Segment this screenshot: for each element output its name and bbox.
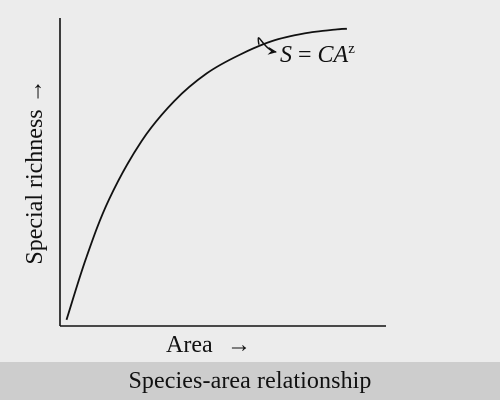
equation-ca: CA	[318, 42, 349, 68]
equation-s: S	[280, 42, 292, 68]
chart-title: Species-area relationship	[128, 367, 372, 394]
y-axis-label: Special richness →	[22, 79, 48, 264]
y-axis-arrow: →	[22, 79, 48, 103]
species-area-curve	[65, 27, 347, 321]
y-axis-label-text: Special richness	[22, 109, 48, 264]
caption-bar: Species-area relationship	[0, 362, 500, 400]
equation-equals: =	[292, 42, 318, 68]
equation-exponent: z	[348, 41, 355, 57]
x-axis-label-group: Area →	[166, 332, 251, 358]
annotation-arrow	[257, 37, 277, 55]
equation-label: S = CAz	[280, 41, 355, 68]
y-axis-label-group: Special richness →	[22, 79, 48, 264]
x-axis-arrow: →	[227, 332, 251, 358]
chart-canvas: S = CAz Area → Special richness →	[22, 18, 386, 358]
x-axis-label: Area	[166, 332, 213, 358]
